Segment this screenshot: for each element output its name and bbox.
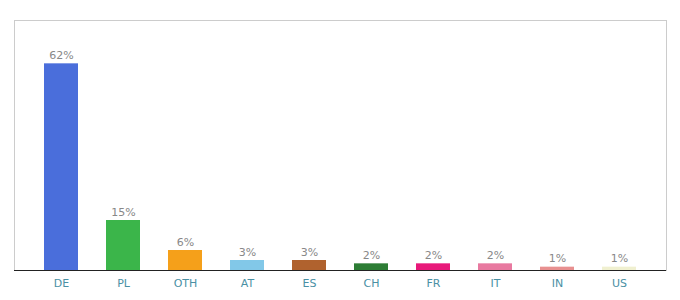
svg-text:6%: 6%	[177, 236, 194, 249]
svg-text:ES: ES	[303, 277, 317, 290]
svg-text:3%: 3%	[301, 246, 318, 259]
svg-text:62%: 62%	[49, 49, 73, 62]
svg-text:FR: FR	[427, 277, 441, 290]
svg-text:US: US	[612, 277, 627, 290]
svg-text:PL: PL	[117, 277, 131, 290]
svg-text:DE: DE	[54, 277, 69, 290]
svg-text:1%: 1%	[549, 252, 566, 265]
svg-text:2%: 2%	[363, 249, 380, 262]
svg-text:15%: 15%	[111, 206, 135, 219]
svg-text:2%: 2%	[425, 249, 442, 262]
svg-text:3%: 3%	[239, 246, 256, 259]
svg-text:CH: CH	[364, 277, 380, 290]
svg-text:IN: IN	[552, 277, 563, 290]
svg-text:OTH: OTH	[174, 277, 198, 290]
svg-text:1%: 1%	[611, 252, 628, 265]
svg-text:AT: AT	[241, 277, 255, 290]
svg-text:IT: IT	[491, 277, 501, 290]
svg-text:2%: 2%	[487, 249, 504, 262]
